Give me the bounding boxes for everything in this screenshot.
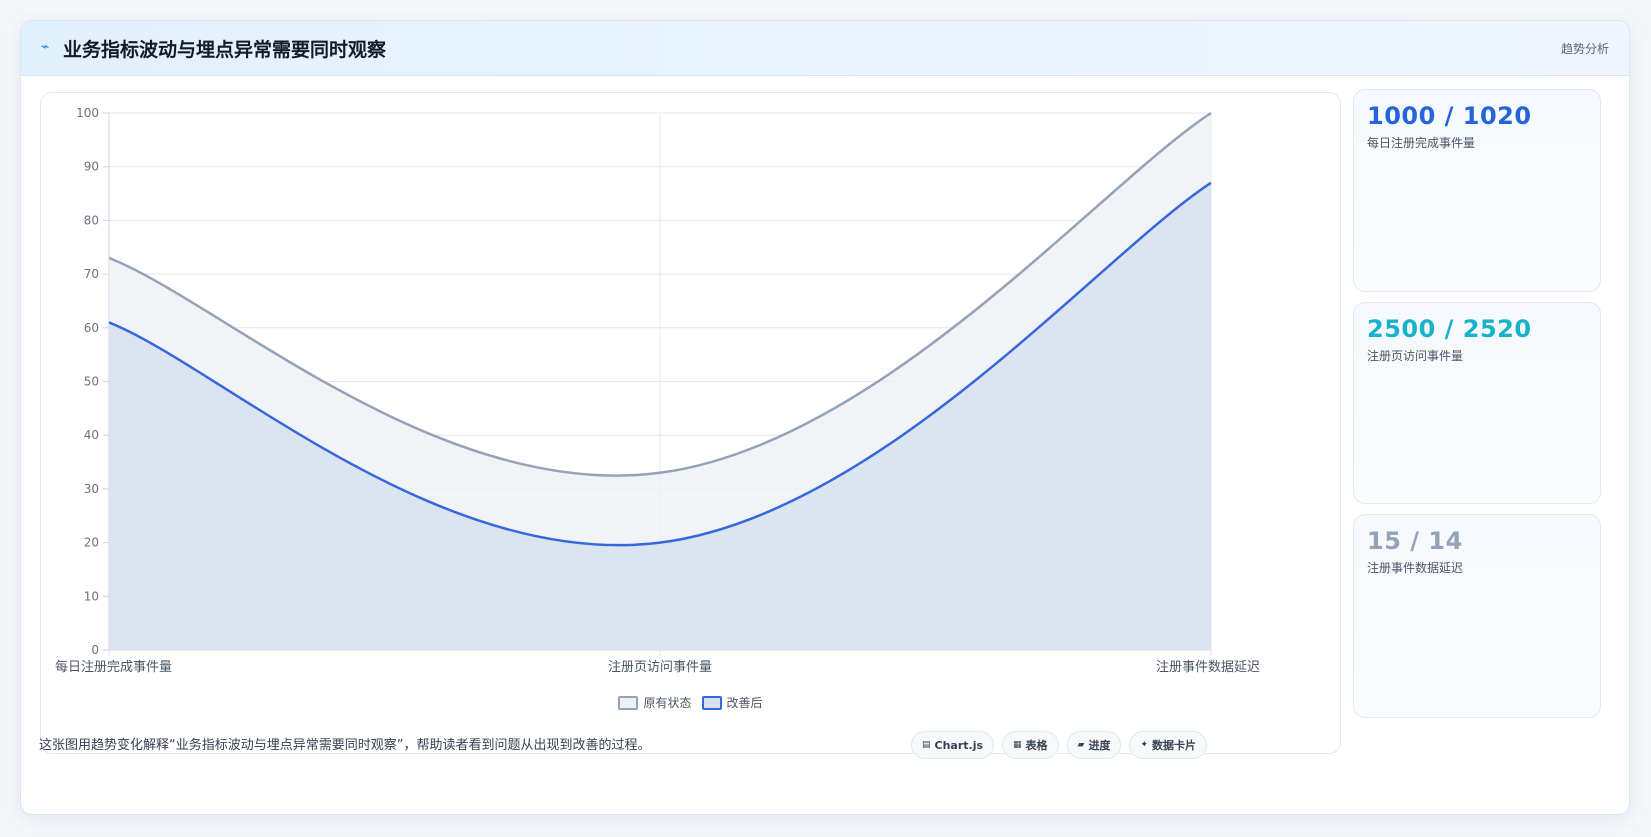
chip-label: 数据卡片 [1152,739,1197,752]
legend-swatch-improved [701,695,722,710]
legend-swatch-original [618,695,639,710]
x-tick-label: 每日注册完成事件量 [55,659,172,675]
stat-label: 注册页访问事件量 [1367,349,1464,363]
header-tag: 趋势分析 [1560,42,1609,56]
tag-chips: ▤ Chart.js ▦ 表格 ▰ 进度 ✦ 数据卡片 [911,731,1208,759]
x-tick-label: 注册事件数据延迟 [1156,660,1260,675]
y-tick-label: 40 [84,428,99,442]
legend-item-improved[interactable]: 改善后 [701,694,763,711]
chip-label: 进度 [1088,739,1111,752]
y-tick-label: 30 [84,482,99,496]
chip-data-card[interactable]: ✦ 数据卡片 [1129,731,1208,759]
x-tick-label: 注册页访问事件量 [608,660,712,675]
y-tick-label: 0 [91,643,99,657]
chart-legend: 原有状态 改善后 [41,694,1340,711]
y-tick-label: 60 [84,321,99,335]
legend-label: 原有状态 [643,696,692,710]
trend-card: ⌁ 业务指标波动与埋点异常需要同时观察 趋势分析 0 10 20 30 40 50 60 70… [20,20,1630,815]
chip-label: Chart.js [934,738,984,752]
series-line-original [108,111,1212,477]
card-header: ⌁ 业务指标波动与埋点异常需要同时观察 趋势分析 [21,21,1629,76]
card-title: 业务指标波动与埋点异常需要同时观察 [63,39,387,61]
area-chart: 0 10 20 30 40 50 60 70 80 90 100 每日注册完成事件量 注册页访问事件量 注… [55,106,1260,675]
y-tick-label: 20 [84,536,99,550]
chip-table[interactable]: ▦ 表格 [1002,731,1059,759]
chart-panel: 0 10 20 30 40 50 60 70 80 90 100 每日注册完成事件量 注册页访问事件量 注… [40,92,1341,754]
chart-caption: 这张图用趋势变化解释“业务指标波动与埋点异常需要同时观察”，帮助读者看到问题从出… [39,738,651,753]
chip-progress[interactable]: ▰ 进度 [1066,731,1122,759]
y-tick-label: 70 [84,267,99,281]
stat-card-completion: 1000 / 1020 每日注册完成事件量 [1353,89,1601,292]
stat-value: 2500 / 2520 [1367,315,1532,343]
chip-chartjs[interactable]: ▤ Chart.js [911,731,995,759]
y-tick-label: 90 [84,160,99,174]
series-area-improved [109,182,1211,650]
table-icon: ▦ [1013,740,1022,750]
progress-icon: ▰ [1077,740,1085,750]
stat-card-delay: 15 / 14 注册事件数据延迟 [1353,514,1601,718]
stat-label: 注册事件数据延迟 [1367,561,1464,575]
stat-value: 1000 / 1020 [1367,102,1532,130]
sparkle-icon: ✦ [1140,740,1149,750]
y-tick-label: 50 [84,375,99,389]
chart-icon: ▤ [922,740,931,750]
y-tick-label: 100 [76,106,99,120]
legend-label: 改善后 [726,696,763,710]
series-line-improved [108,181,1212,547]
stat-label: 每日注册完成事件量 [1367,136,1476,150]
y-tick-label: 10 [84,589,99,603]
trend-line-icon: ⌁ [41,39,50,55]
y-tick-label: 80 [84,213,99,227]
stat-value: 15 / 14 [1367,527,1463,555]
chip-label: 表格 [1025,739,1048,752]
stat-card-visits: 2500 / 2520 注册页访问事件量 [1353,302,1601,504]
legend-item-original[interactable]: 原有状态 [618,694,692,711]
